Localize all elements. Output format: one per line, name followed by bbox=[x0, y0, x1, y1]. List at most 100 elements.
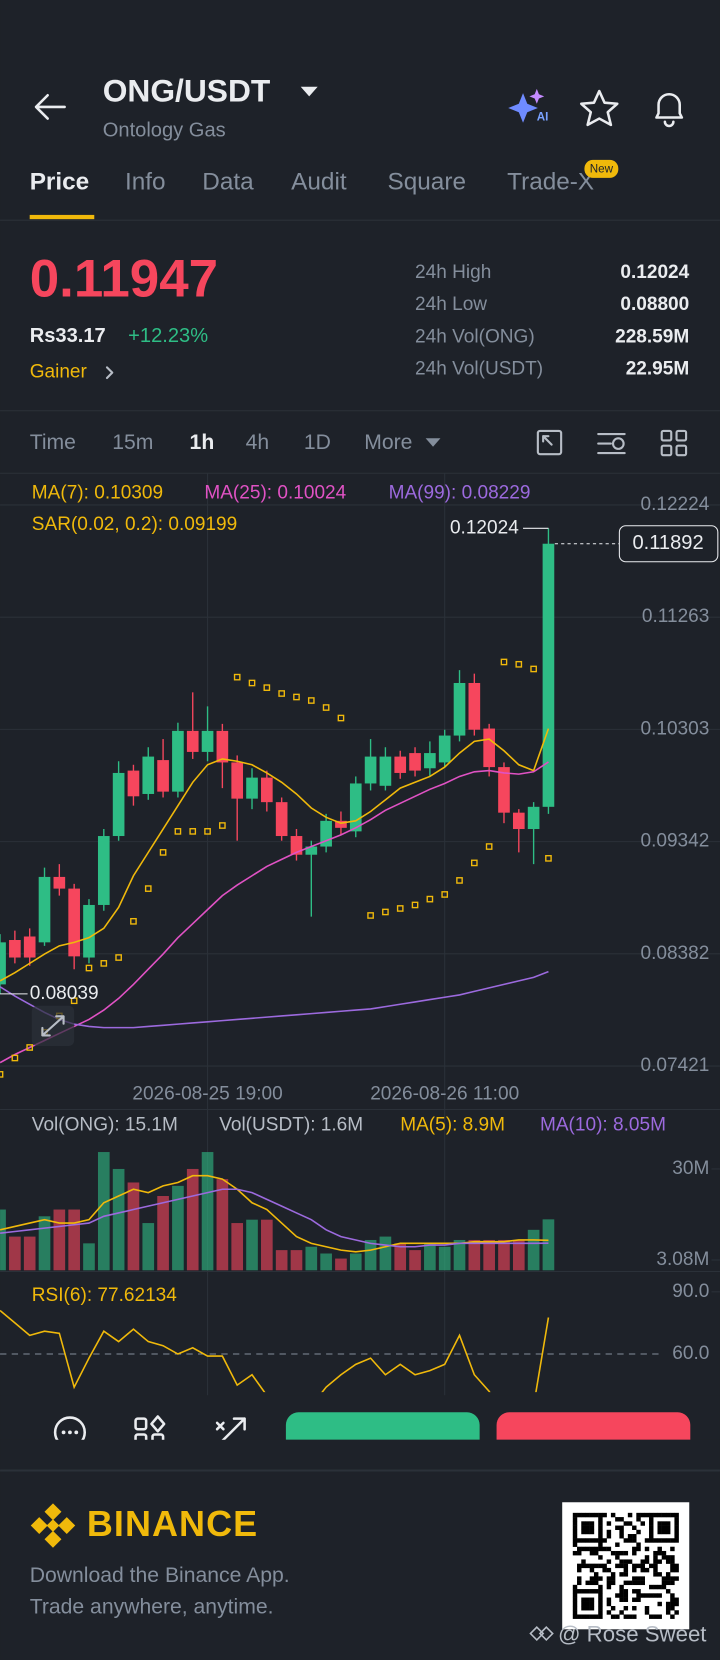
candle-body bbox=[112, 772, 125, 837]
qr-module bbox=[572, 1597, 578, 1602]
back-button[interactable] bbox=[34, 94, 66, 120]
qr-module bbox=[674, 1597, 679, 1602]
volume-bar bbox=[127, 1182, 140, 1271]
y-tick-label: 0.09342 bbox=[641, 831, 710, 852]
qr-module bbox=[657, 1584, 662, 1590]
more-dropdown[interactable] bbox=[425, 438, 441, 447]
stat-label: 24h High bbox=[415, 262, 491, 283]
qr-module bbox=[581, 1546, 586, 1552]
qr-module bbox=[632, 1589, 637, 1594]
tab[interactable]: Audit bbox=[291, 169, 347, 196]
qr-module bbox=[598, 1606, 603, 1611]
volume-bar bbox=[483, 1239, 495, 1271]
qr-module bbox=[627, 1559, 633, 1564]
candle-body bbox=[172, 730, 184, 792]
interval-option[interactable]: 15m bbox=[112, 431, 153, 454]
expand-arrows bbox=[41, 1015, 65, 1037]
sell-button[interactable] bbox=[496, 1412, 691, 1440]
qr-module bbox=[593, 1546, 599, 1552]
indicator-line bbox=[0, 761, 549, 1064]
qr-module bbox=[615, 1563, 620, 1569]
qr-module bbox=[581, 1525, 586, 1530]
qr-module bbox=[598, 1601, 603, 1607]
qr-module bbox=[627, 1534, 633, 1539]
icon-arrow bbox=[542, 435, 553, 446]
tab[interactable]: Trade-X bbox=[507, 169, 594, 196]
qr-module bbox=[619, 1534, 624, 1539]
candle-body bbox=[68, 888, 80, 957]
qr-module bbox=[657, 1593, 662, 1598]
expand-button[interactable] bbox=[31, 1005, 75, 1046]
qr-module bbox=[653, 1614, 658, 1619]
qr-module bbox=[670, 1576, 675, 1581]
qr-module bbox=[598, 1576, 603, 1581]
trade-tool-button[interactable] bbox=[215, 1417, 246, 1448]
qr-module bbox=[632, 1576, 637, 1581]
candle-body bbox=[97, 836, 110, 905]
interval-option[interactable]: 1D bbox=[304, 431, 331, 454]
qr-module bbox=[581, 1538, 586, 1543]
indicator-line bbox=[0, 1309, 550, 1393]
qr-module bbox=[615, 1593, 620, 1598]
qr-module bbox=[598, 1563, 603, 1569]
tab[interactable]: Square bbox=[388, 169, 466, 196]
pair-title[interactable]: ONG/USDT bbox=[103, 73, 271, 109]
alert-button[interactable] bbox=[655, 93, 684, 128]
qr-module bbox=[585, 1601, 590, 1607]
qr-module bbox=[649, 1563, 654, 1569]
qr-module bbox=[649, 1529, 654, 1535]
indicator-icon[interactable] bbox=[597, 432, 626, 455]
tab[interactable]: Price bbox=[30, 169, 90, 196]
qr-module bbox=[653, 1550, 658, 1556]
qr-module bbox=[606, 1584, 612, 1590]
qr-module bbox=[623, 1606, 629, 1611]
qr-module bbox=[602, 1512, 607, 1518]
sar-dot bbox=[233, 673, 241, 681]
qr-modules bbox=[572, 1512, 679, 1619]
layout-icon[interactable] bbox=[660, 429, 688, 457]
volume-bar bbox=[246, 1219, 258, 1271]
chart-settings-icon[interactable] bbox=[536, 429, 563, 456]
favorite-button[interactable] bbox=[579, 89, 619, 127]
interval-option[interactable]: 1h bbox=[190, 431, 215, 454]
qr-module bbox=[577, 1614, 582, 1619]
volume-bar bbox=[53, 1209, 66, 1271]
interval-option[interactable]: 4h bbox=[246, 431, 270, 454]
chart-labels: 0.12224 0.11263 0.10303 0.09342 0.08382 0.074… bbox=[0, 482, 719, 1364]
icon-cell bbox=[660, 429, 673, 442]
interval-option[interactable]: Time bbox=[30, 431, 76, 454]
gainer-tag[interactable]: Gainer bbox=[30, 362, 88, 383]
qr-module bbox=[661, 1521, 667, 1526]
tab-bar: Price Info Data Audit Square Trade-X bbox=[30, 169, 594, 196]
qr-module bbox=[674, 1576, 679, 1581]
qr-module bbox=[653, 1563, 658, 1569]
qr-module bbox=[632, 1563, 637, 1569]
qr-module bbox=[653, 1593, 658, 1598]
qr-module bbox=[593, 1512, 599, 1518]
legend-entry: SAR(0.02, 0.2): 0.09199 bbox=[32, 514, 237, 535]
qr-module bbox=[606, 1580, 612, 1586]
qr-module bbox=[577, 1550, 582, 1556]
qr-module bbox=[665, 1606, 671, 1611]
tab[interactable]: Info bbox=[125, 169, 166, 196]
qr-module bbox=[657, 1525, 662, 1530]
qr-module bbox=[598, 1555, 603, 1560]
qr-module bbox=[674, 1538, 679, 1543]
interval-option[interactable]: More bbox=[364, 431, 412, 454]
pair-dropdown[interactable] bbox=[300, 86, 318, 97]
sar-dot bbox=[130, 917, 137, 925]
brand-name: BINANCE bbox=[87, 1503, 258, 1544]
tab[interactable]: Data bbox=[202, 169, 254, 196]
qr-module bbox=[670, 1546, 675, 1552]
qr-module bbox=[636, 1589, 641, 1594]
ai-button[interactable]: AI bbox=[508, 88, 548, 124]
volume-plot bbox=[0, 1152, 555, 1271]
buy-button[interactable] bbox=[285, 1412, 480, 1440]
qr-module bbox=[661, 1529, 667, 1535]
price-change: +12.23% bbox=[128, 325, 208, 347]
qr-module bbox=[636, 1546, 641, 1552]
qr-module bbox=[665, 1580, 671, 1586]
icon-cell bbox=[660, 444, 673, 457]
watermark: @ Rose Sweet bbox=[558, 1622, 707, 1647]
qr-module bbox=[636, 1593, 641, 1598]
